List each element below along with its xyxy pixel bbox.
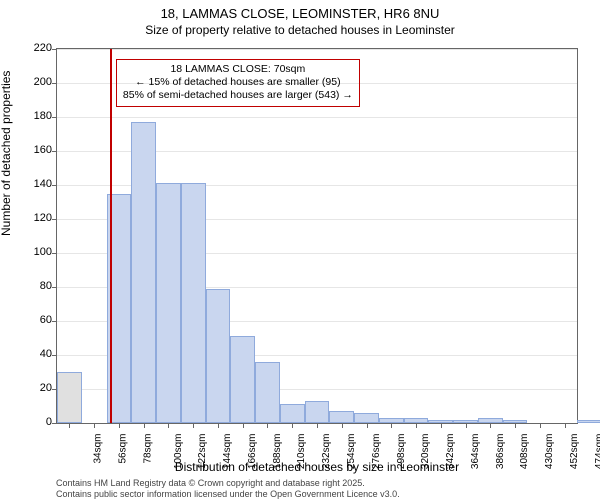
histogram-bar xyxy=(131,122,156,423)
histogram-bar xyxy=(255,362,280,423)
ytick-mark xyxy=(52,83,57,84)
ytick-label: 60 xyxy=(12,314,52,326)
ytick-label: 100 xyxy=(12,246,52,258)
ytick-mark xyxy=(52,185,57,186)
xtick-label: 100sqm xyxy=(173,434,184,470)
xtick-mark xyxy=(69,423,70,428)
xtick-label: 452sqm xyxy=(569,434,580,470)
xtick-label: 122sqm xyxy=(198,434,209,470)
ytick-label: 80 xyxy=(12,280,52,292)
annotation-line-3: 85% of semi-detached houses are larger (… xyxy=(123,89,353,102)
title-block: 18, LAMMAS CLOSE, LEOMINSTER, HR6 8NU Si… xyxy=(0,6,600,37)
ytick-mark xyxy=(52,117,57,118)
xtick-mark xyxy=(466,423,467,428)
property-indicator-line xyxy=(110,49,112,423)
xtick-label: 166sqm xyxy=(247,434,258,470)
xtick-label: 188sqm xyxy=(272,434,283,470)
xtick-mark xyxy=(540,423,541,428)
ytick-label: 200 xyxy=(12,76,52,88)
xtick-mark xyxy=(193,423,194,428)
xtick-label: 386sqm xyxy=(495,434,506,470)
ytick-mark xyxy=(52,287,57,288)
histogram-bar xyxy=(577,420,600,423)
xtick-mark xyxy=(342,423,343,428)
ytick-mark xyxy=(52,219,57,220)
ytick-label: 180 xyxy=(12,110,52,122)
xtick-mark xyxy=(490,423,491,428)
xtick-label: 320sqm xyxy=(420,434,431,470)
histogram-bar xyxy=(230,336,255,423)
xtick-mark xyxy=(367,423,368,428)
footer-attribution: Contains HM Land Registry data © Crown c… xyxy=(56,478,590,500)
histogram-bar xyxy=(181,183,206,423)
histogram-bar xyxy=(354,413,379,423)
ytick-mark xyxy=(52,423,57,424)
footer-line-1: Contains HM Land Registry data © Crown c… xyxy=(56,478,590,489)
chart-subtitle: Size of property relative to detached ho… xyxy=(0,23,600,37)
ytick-mark xyxy=(52,49,57,50)
histogram-bar xyxy=(305,401,330,423)
annotation-line-1: 18 LAMMAS CLOSE: 70sqm xyxy=(123,63,353,76)
xtick-label: 430sqm xyxy=(544,434,555,470)
xtick-mark xyxy=(94,423,95,428)
ytick-mark xyxy=(52,151,57,152)
footer-line-2: Contains public sector information licen… xyxy=(56,489,590,500)
ytick-label: 120 xyxy=(12,212,52,224)
ytick-mark xyxy=(52,355,57,356)
ytick-label: 220 xyxy=(12,42,52,54)
xtick-label: 254sqm xyxy=(346,434,357,470)
annotation-box: 18 LAMMAS CLOSE: 70sqm ← 15% of detached… xyxy=(116,59,360,106)
ytick-label: 40 xyxy=(12,348,52,360)
xtick-mark xyxy=(317,423,318,428)
xtick-label: 210sqm xyxy=(297,434,308,470)
histogram-bar xyxy=(156,183,181,423)
chart-title: 18, LAMMAS CLOSE, LEOMINSTER, HR6 8NU xyxy=(0,6,600,21)
gridline xyxy=(57,117,577,118)
ytick-label: 160 xyxy=(12,144,52,156)
xtick-mark xyxy=(515,423,516,428)
xtick-label: 78sqm xyxy=(142,434,153,464)
property-size-chart: 18, LAMMAS CLOSE, LEOMINSTER, HR6 8NU Si… xyxy=(0,0,600,500)
xtick-mark xyxy=(391,423,392,428)
xtick-label: 364sqm xyxy=(470,434,481,470)
xtick-label: 276sqm xyxy=(371,434,382,470)
ytick-label: 140 xyxy=(12,178,52,190)
plot-area: 18 LAMMAS CLOSE: 70sqm ← 15% of detached… xyxy=(56,48,578,424)
xtick-label: 144sqm xyxy=(222,434,233,470)
histogram-bar xyxy=(206,289,231,423)
histogram-bar xyxy=(280,404,305,423)
xtick-mark xyxy=(144,423,145,428)
gridline xyxy=(57,49,577,50)
xtick-mark xyxy=(565,423,566,428)
xtick-label: 298sqm xyxy=(396,434,407,470)
ytick-mark xyxy=(52,321,57,322)
ytick-mark xyxy=(52,253,57,254)
ytick-label: 0 xyxy=(12,416,52,428)
histogram-bar xyxy=(329,411,354,423)
xtick-label: 56sqm xyxy=(118,434,129,464)
xtick-label: 474sqm xyxy=(594,434,600,470)
xtick-label: 408sqm xyxy=(519,434,530,470)
histogram-bar xyxy=(57,372,82,423)
xtick-mark xyxy=(218,423,219,428)
xtick-mark xyxy=(243,423,244,428)
ytick-label: 20 xyxy=(12,382,52,394)
xtick-mark xyxy=(267,423,268,428)
xtick-mark xyxy=(119,423,120,428)
xtick-label: 232sqm xyxy=(321,434,332,470)
xtick-mark xyxy=(168,423,169,428)
xtick-mark xyxy=(441,423,442,428)
xtick-label: 34sqm xyxy=(93,434,104,464)
xtick-mark xyxy=(416,423,417,428)
xtick-mark xyxy=(292,423,293,428)
annotation-line-2: ← 15% of detached houses are smaller (95… xyxy=(123,76,353,89)
xtick-label: 342sqm xyxy=(445,434,456,470)
